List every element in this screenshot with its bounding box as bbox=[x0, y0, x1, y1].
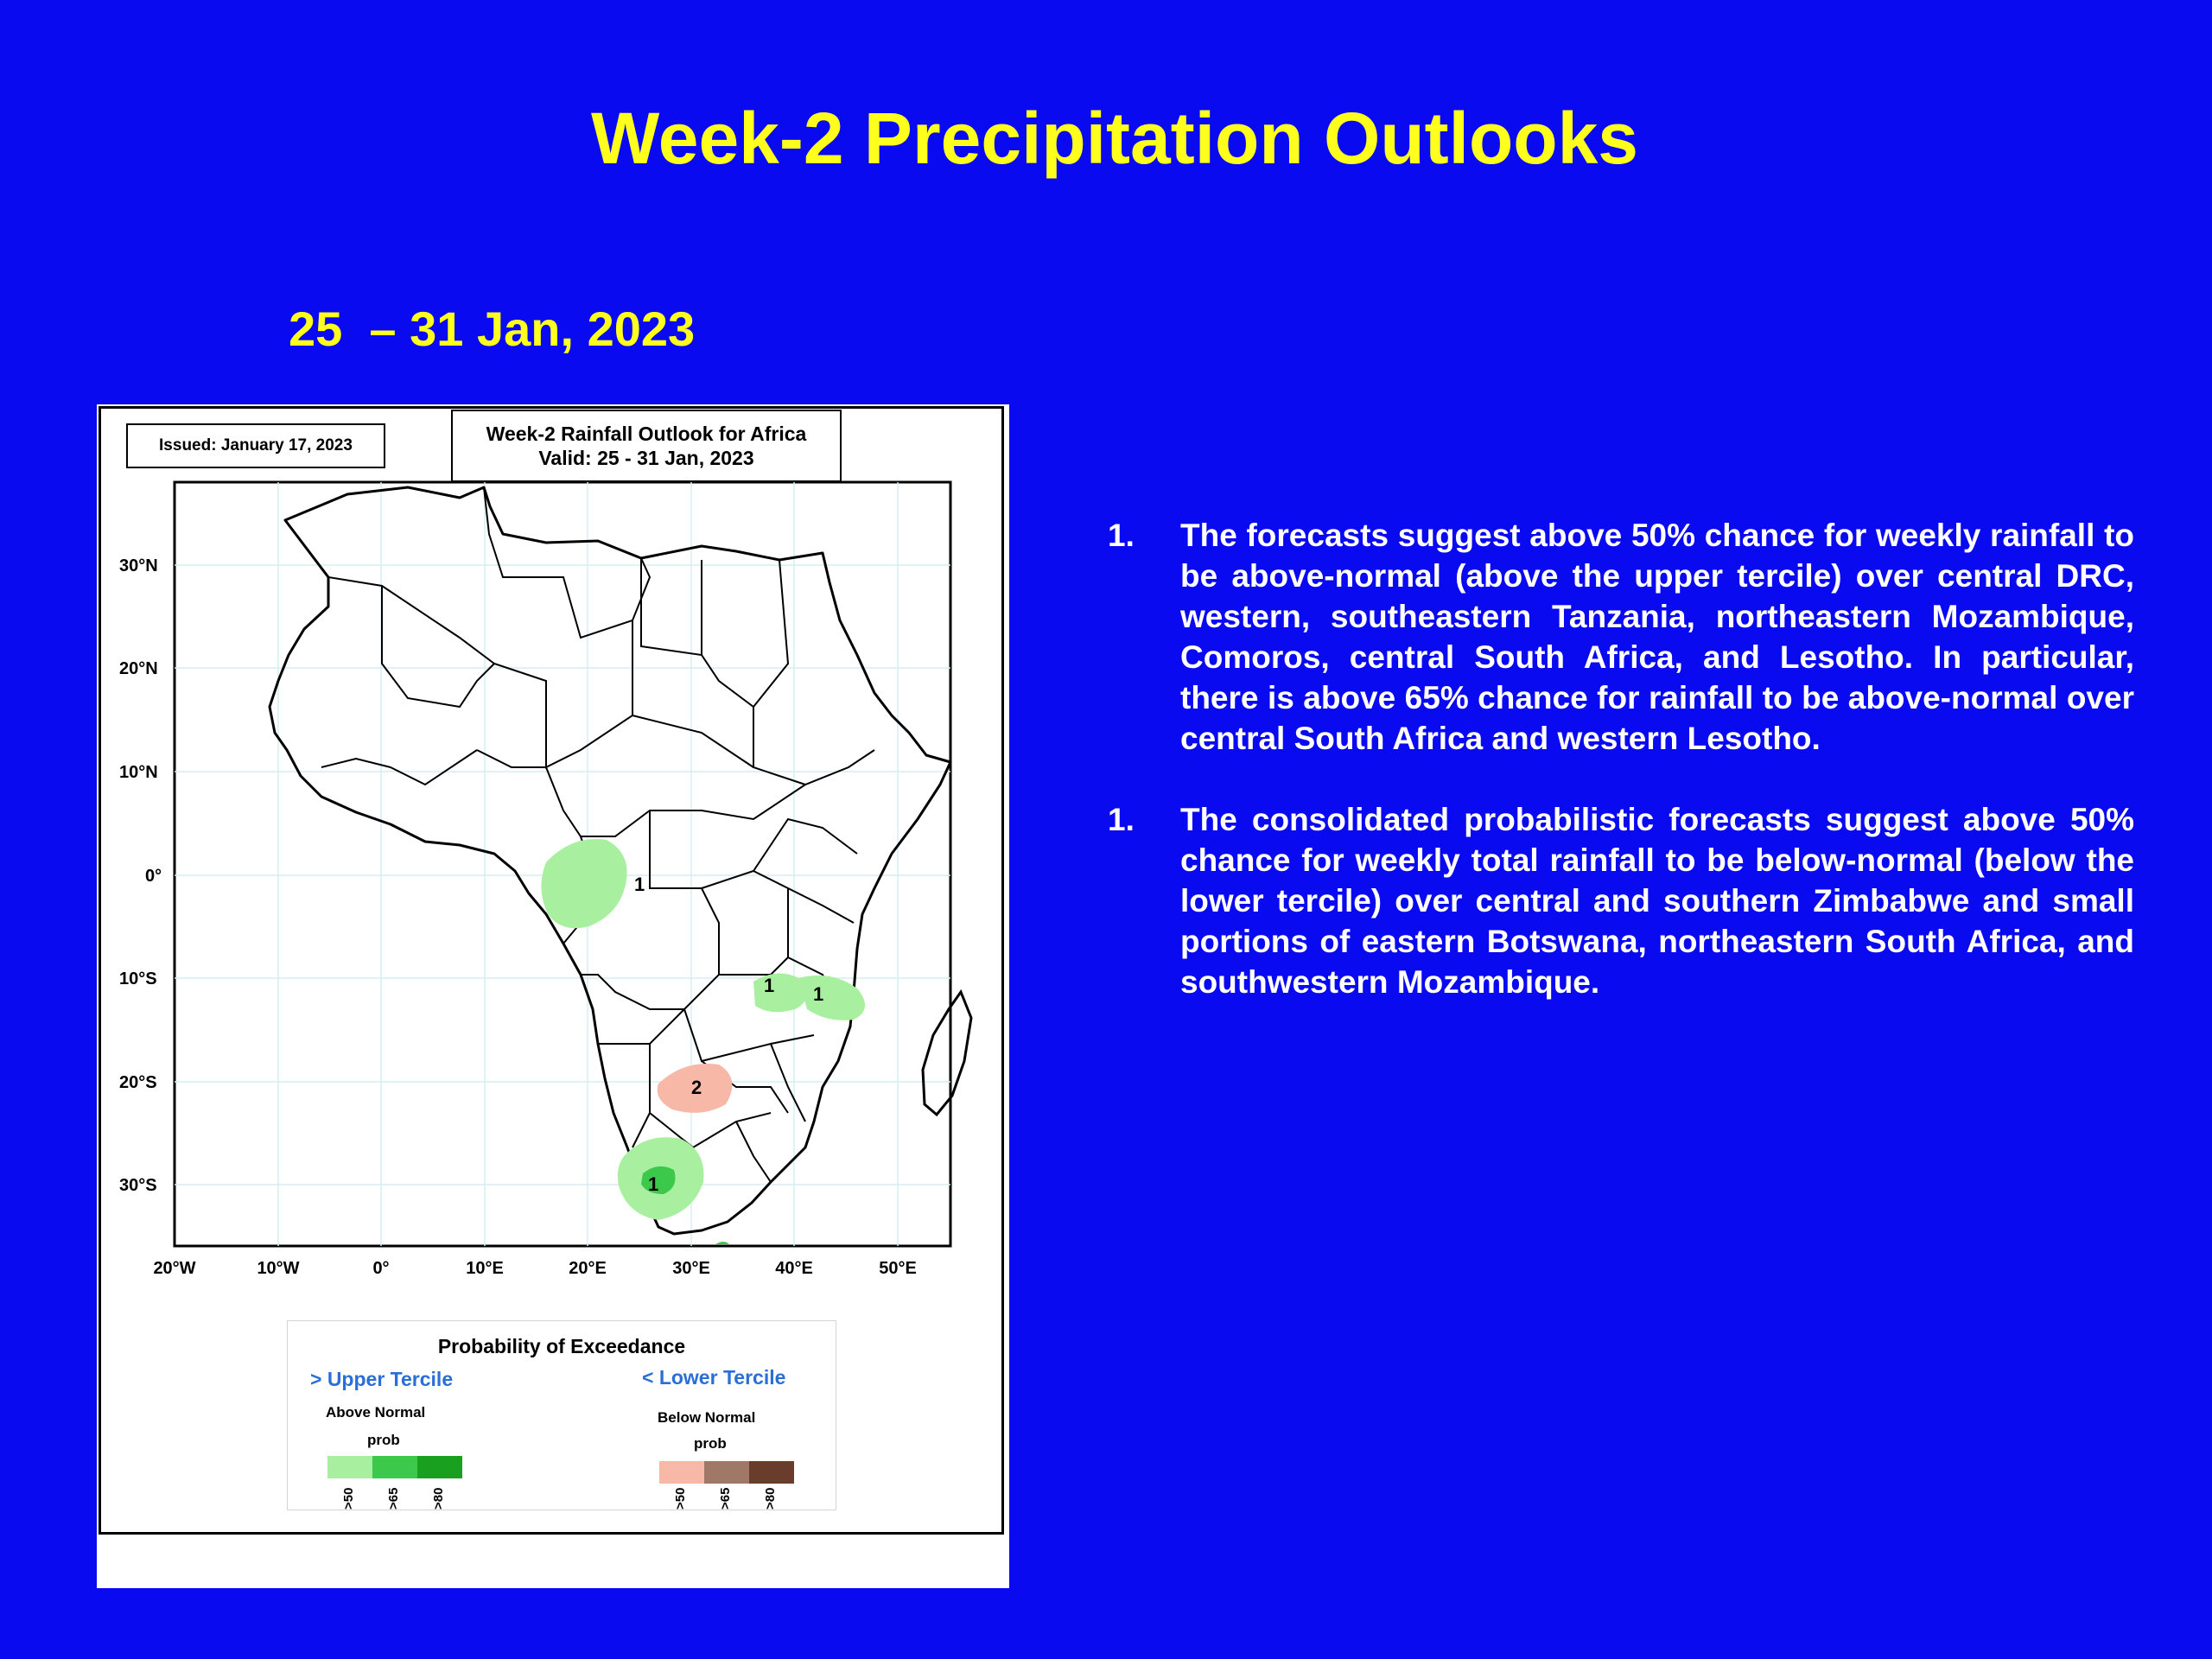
date-range: 25 – 31 Jan, 2023 bbox=[289, 302, 696, 356]
forecast-item: 1. The forecasts suggest above 50% chanc… bbox=[1097, 515, 2134, 759]
forecast-number: 1. bbox=[1108, 518, 1135, 553]
legend-title: Probability of Exceedance bbox=[437, 1335, 686, 1357]
swatch-above-50 bbox=[327, 1456, 372, 1478]
lon-label: 0° bbox=[372, 1259, 389, 1278]
region-label-south-africa: 1 bbox=[648, 1173, 658, 1195]
lon-label: 10°E bbox=[466, 1259, 504, 1278]
lon-label: 30°E bbox=[672, 1259, 710, 1278]
country-borders bbox=[321, 486, 875, 1183]
lat-label: 10°N bbox=[119, 763, 158, 782]
lat-labels: 30°N 20°N 10°N 0° 10°S 20°S 30°S bbox=[119, 556, 162, 1195]
forecast-text: The consolidated probabilistic forecasts… bbox=[1180, 802, 2134, 1000]
legend-tick: >80 bbox=[431, 1487, 446, 1510]
region-label-tanzania-se: 1 bbox=[813, 983, 823, 1005]
region-label-zimbabwe: 2 bbox=[691, 1077, 702, 1098]
africa-map: 1 1 1 2 1 30°N 20°N 10°N 0° 10°S 20°S 30… bbox=[119, 480, 973, 1278]
map-frame bbox=[99, 406, 1004, 1535]
region-above-tanzania-west bbox=[753, 973, 807, 1013]
slide-title: Week-2 Precipitation Outlooks bbox=[590, 98, 1639, 179]
lon-label: 40°E bbox=[775, 1259, 813, 1278]
legend-upper-tercile: > Upper Tercile bbox=[310, 1368, 454, 1390]
lat-label: 30°S bbox=[119, 1176, 157, 1195]
lon-labels: 20°W 10°W 0° 10°E 20°E 30°E 40°E 50°E bbox=[153, 1259, 916, 1278]
plot-area bbox=[173, 480, 952, 1248]
outlook-map-card: 1 1 1 2 1 30°N 20°N 10°N 0° 10°S 20°S 30… bbox=[97, 404, 1009, 1588]
region-below-zimbabwe bbox=[657, 1063, 733, 1113]
madagascar-outline bbox=[921, 988, 973, 1117]
swatch-above-80 bbox=[417, 1456, 462, 1478]
legend-above-swatches bbox=[327, 1456, 462, 1478]
map-header-valid: Valid: 25 - 31 Jan, 2023 bbox=[538, 447, 754, 469]
forecast-item: 1. The consolidated probabilistic foreca… bbox=[1097, 799, 2134, 1002]
lat-label: 20°N bbox=[119, 659, 158, 678]
legend-tick: >65 bbox=[718, 1487, 733, 1510]
africa-coastline bbox=[268, 486, 952, 1236]
region-above-drc bbox=[541, 839, 627, 929]
lon-label: 20°W bbox=[153, 1259, 195, 1278]
forecast-number: 1. bbox=[1108, 802, 1135, 837]
region-above-tanzania-se bbox=[798, 975, 866, 1020]
legend-below-swatches bbox=[659, 1461, 794, 1484]
region-labels: 1 1 1 2 1 bbox=[634, 874, 823, 1195]
swatch-below-50 bbox=[659, 1461, 704, 1484]
swatch-above-65 bbox=[372, 1456, 417, 1478]
legend-tick: >50 bbox=[341, 1487, 356, 1510]
legend-above-prob: prob bbox=[367, 1432, 400, 1448]
swatch-below-80 bbox=[749, 1461, 794, 1484]
legend-below-normal: Below Normal bbox=[658, 1409, 756, 1426]
lat-label: 10°S bbox=[119, 969, 157, 988]
map-header-title: Week-2 Rainfall Outlook for Africa bbox=[486, 423, 807, 445]
map-header: Week-2 Rainfall Outlook for Africa Valid… bbox=[451, 410, 842, 482]
legend-above-normal: Above Normal bbox=[326, 1404, 426, 1421]
legend-lower-tercile: < Lower Tercile bbox=[642, 1366, 786, 1389]
legend-tick: >80 bbox=[763, 1487, 778, 1510]
forecast-list: 1. The forecasts suggest above 50% chanc… bbox=[1097, 515, 2134, 1043]
lat-label: 20°S bbox=[119, 1073, 157, 1092]
lon-label: 20°E bbox=[569, 1259, 607, 1278]
legend-tick: >50 bbox=[673, 1487, 688, 1510]
legend-below-prob: prob bbox=[694, 1435, 727, 1452]
lat-label: 30°N bbox=[119, 556, 158, 575]
region-label-drc: 1 bbox=[634, 874, 645, 895]
lat-label: 0° bbox=[145, 867, 162, 886]
lon-label: 50°E bbox=[879, 1259, 917, 1278]
forecast-text: The forecasts suggest above 50% chance f… bbox=[1180, 518, 2134, 756]
region-above-small bbox=[715, 1242, 729, 1244]
region-label-tanzania-west: 1 bbox=[764, 975, 774, 996]
legend-tick: >65 bbox=[386, 1487, 401, 1510]
issued-date: Issued: January 17, 2023 bbox=[126, 423, 385, 468]
swatch-below-65 bbox=[704, 1461, 749, 1484]
lon-label: 10°W bbox=[257, 1259, 299, 1278]
legend: Probability of Exceedance > Upper Tercil… bbox=[287, 1320, 836, 1510]
region-above65-south-africa bbox=[641, 1166, 676, 1194]
